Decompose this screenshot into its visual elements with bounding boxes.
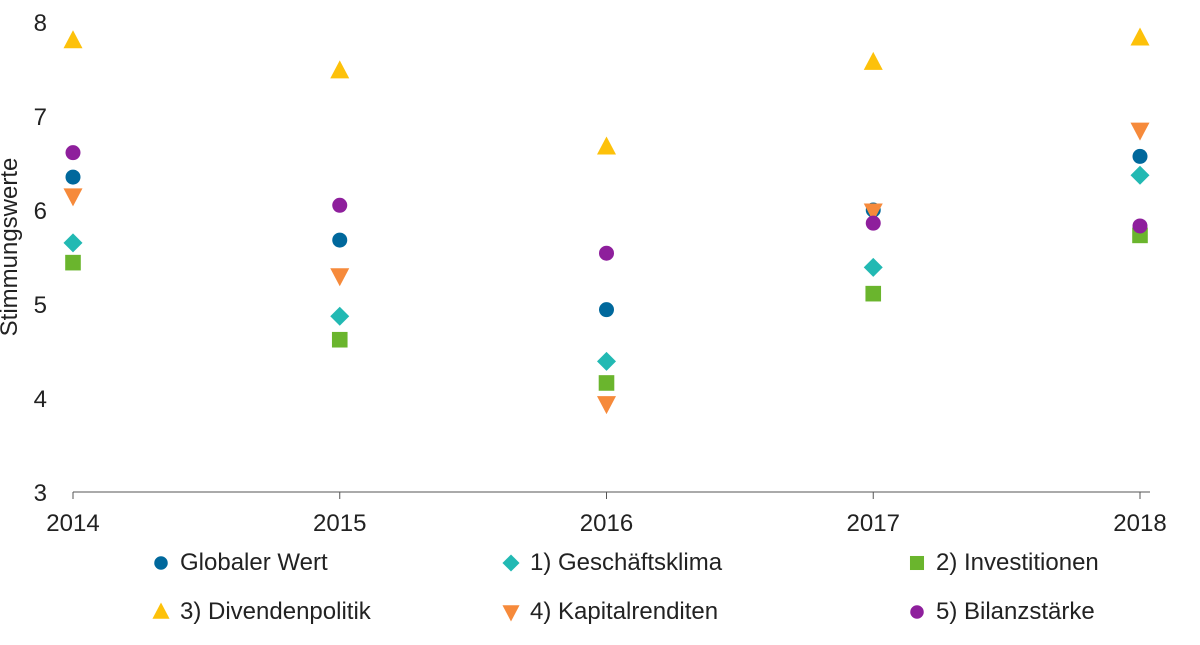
legend-item: 1) Geschäftsklima	[500, 549, 722, 577]
x-tick-label: 2014	[46, 510, 99, 537]
data-point	[597, 136, 616, 155]
legend-marker-icon	[502, 605, 520, 622]
data-point	[863, 257, 883, 277]
legend-item: Globaler Wert	[150, 549, 328, 577]
data-point	[1130, 27, 1150, 46]
data-point	[1130, 165, 1150, 185]
data-point	[330, 268, 350, 287]
x-tick-label: 2017	[847, 510, 900, 537]
series-group	[65, 227, 1148, 391]
y-tick-label: 5	[34, 292, 47, 319]
x-tick-label: 2016	[580, 510, 633, 537]
legend-label: Globaler Wert	[180, 549, 328, 576]
scatter-chart: 2014 2015 2016 2017 2018 3 4 5 6 7 8 Stimmungswert…	[0, 10, 1167, 537]
legend-item: 5) Bilanzstärke	[906, 598, 1095, 626]
data-point	[63, 188, 83, 207]
y-tick-label: 8	[34, 10, 47, 37]
series-group	[63, 27, 1150, 155]
data-point	[599, 302, 614, 318]
legend-marker-icon	[502, 554, 520, 572]
data-point	[65, 169, 81, 185]
legend-label: 3) Divendenpolitik	[180, 598, 371, 625]
y-tick-label: 3	[34, 480, 47, 507]
legend-marker-icon	[909, 555, 925, 571]
data-point	[330, 306, 350, 326]
legend: Globaler Wert 1) Geschäftsklima 2) Investi…	[150, 545, 1150, 640]
legend-marker	[502, 554, 520, 572]
data-point	[599, 245, 614, 261]
data-point	[865, 215, 881, 231]
legend-marker-icon	[154, 556, 168, 570]
x-tick-label: 2015	[313, 510, 366, 537]
data-point	[332, 232, 348, 248]
data-point	[330, 60, 350, 79]
legend-label: 5) Bilanzstärke	[936, 598, 1095, 625]
x-tick-label: 2018	[1113, 510, 1166, 537]
legend-label: 4) Kapitalrenditen	[530, 598, 719, 625]
legend-item: 4) Kapitalrenditen	[500, 598, 718, 626]
axes: 2014 2015 2016 2017 2018 3 4 5 6 7 8	[34, 10, 1167, 537]
y-tick-label: 7	[34, 104, 47, 131]
legend-marker	[502, 605, 520, 622]
legend-marker-icon	[910, 605, 924, 619]
data-point	[63, 30, 83, 49]
data-point	[1132, 218, 1148, 234]
data-point	[863, 203, 883, 222]
data-point	[331, 331, 348, 348]
legend-marker	[152, 602, 170, 619]
legend-marker	[154, 556, 168, 570]
legend-item: 2) Investitionen	[906, 549, 1099, 577]
series-group	[63, 122, 1150, 415]
series-group	[65, 148, 1148, 318]
data-point	[1132, 148, 1148, 164]
data-point	[597, 396, 616, 415]
data-point	[1130, 122, 1150, 141]
data-point	[598, 375, 615, 391]
legend-item: 3) Divendenpolitik	[150, 598, 371, 626]
series-group	[65, 145, 1148, 261]
y-tick-label: 4	[34, 386, 47, 413]
y-tick-label: 6	[34, 198, 47, 225]
data-point	[63, 233, 83, 253]
data-point	[863, 51, 883, 70]
series-group	[63, 165, 1150, 371]
legend-label: 2) Investitionen	[936, 549, 1099, 576]
data-point	[65, 254, 81, 271]
y-axis-label: Stimmungswerte	[0, 158, 23, 337]
data-point	[332, 197, 348, 213]
data-marks	[63, 27, 1150, 415]
legend-label: 1) Geschäftsklima	[530, 549, 723, 576]
data-point	[597, 351, 616, 371]
legend-marker-icon	[152, 602, 170, 619]
data-point	[865, 285, 882, 302]
legend-marker	[910, 605, 924, 619]
legend-marker	[909, 555, 925, 571]
data-point	[65, 145, 81, 161]
